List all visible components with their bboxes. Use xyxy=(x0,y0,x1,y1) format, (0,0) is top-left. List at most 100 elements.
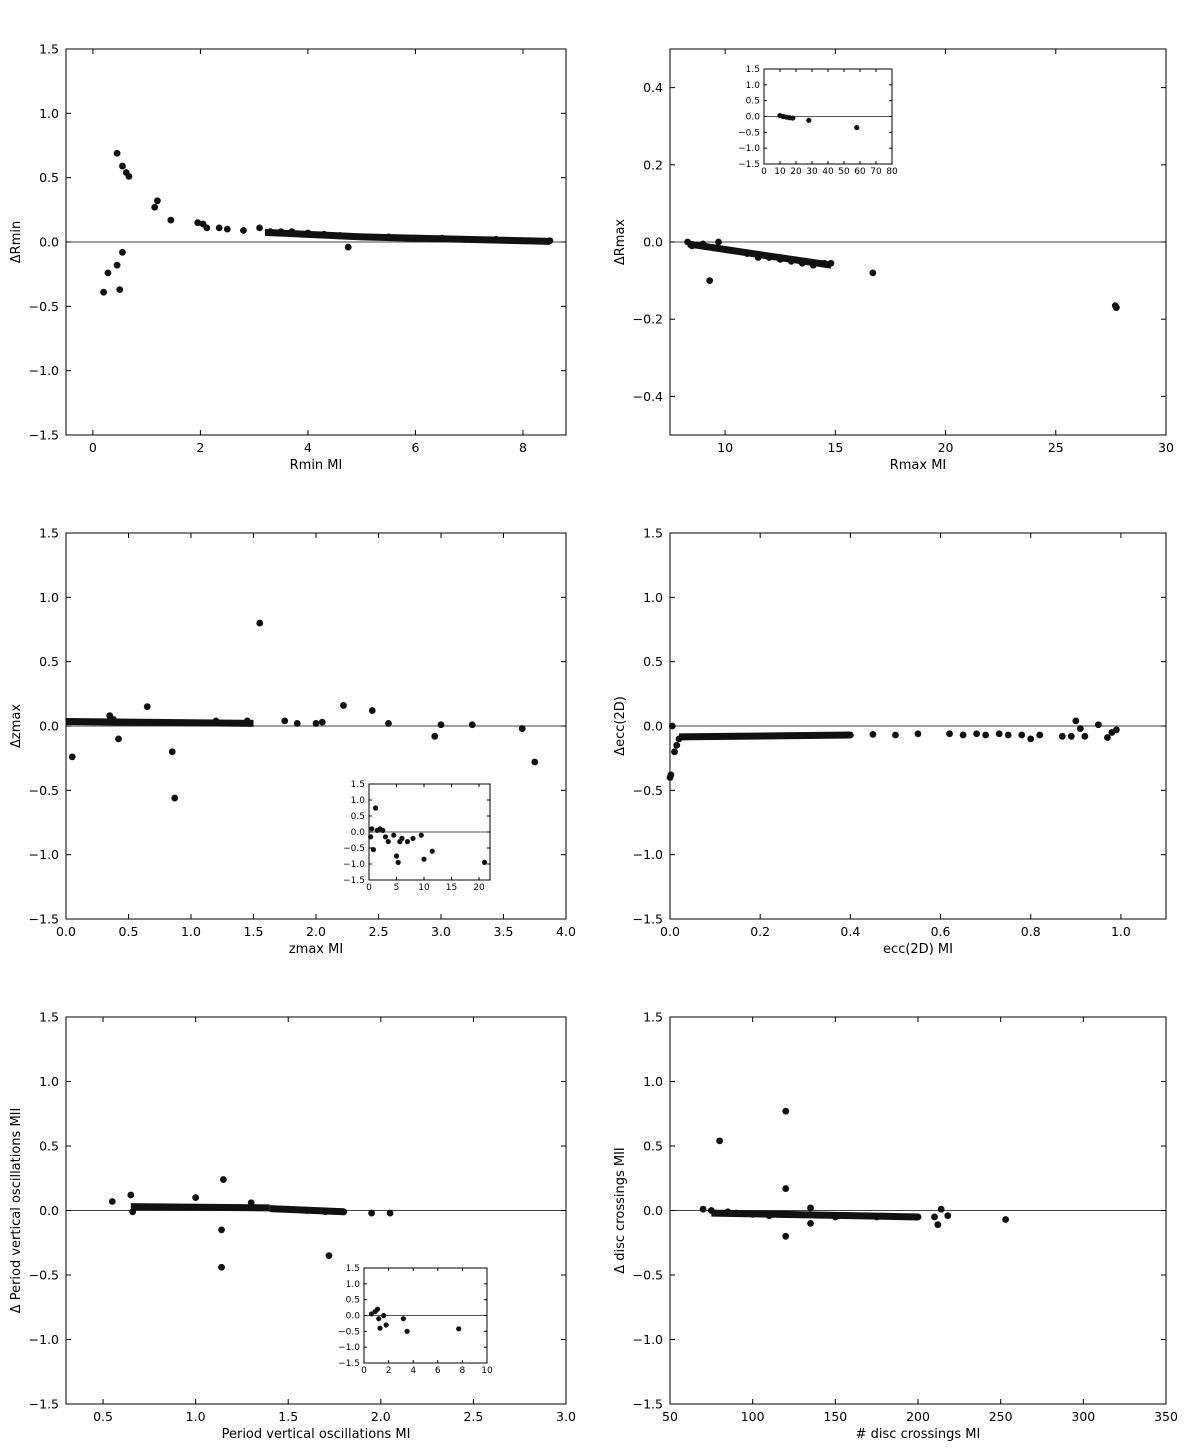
data-point xyxy=(724,1208,732,1216)
x-tick-label: 150 xyxy=(823,1409,847,1424)
y-tick-label: −1.5 xyxy=(343,876,365,886)
data-point xyxy=(790,115,796,121)
data-point xyxy=(113,261,121,269)
data-point xyxy=(288,228,296,236)
data-point xyxy=(546,237,554,245)
x-tick-label: 0.6 xyxy=(931,924,951,939)
data-point xyxy=(340,702,347,709)
data-point xyxy=(959,731,967,739)
data-point xyxy=(104,269,112,277)
y-axis-label: Δecc(2D) xyxy=(613,696,628,756)
y-tick-label: 1.5 xyxy=(746,65,760,75)
y-tick-label: −1.5 xyxy=(633,912,663,927)
data-point xyxy=(220,1176,227,1183)
data-point xyxy=(854,124,860,131)
data-point xyxy=(192,1194,200,1201)
data-point xyxy=(194,219,202,227)
y-tick-label: 1.0 xyxy=(746,81,761,91)
y-tick-label: 0.5 xyxy=(351,812,365,822)
y-tick-label: 0.5 xyxy=(39,170,59,185)
x-tick-label: 40 xyxy=(822,167,834,177)
data-point xyxy=(393,853,400,859)
data-point xyxy=(1072,717,1080,725)
data-point xyxy=(807,1204,814,1212)
dense-point-band xyxy=(711,1209,918,1221)
data-point xyxy=(385,720,392,727)
data-point xyxy=(391,832,397,838)
y-tick-label: 1.5 xyxy=(346,1264,360,1274)
x-tick-label: 10 xyxy=(774,167,786,177)
y-tick-label: −0.5 xyxy=(633,783,663,798)
data-point xyxy=(113,149,121,157)
data-point xyxy=(256,619,264,627)
data-point xyxy=(167,216,175,224)
x-tick-label: 2.5 xyxy=(369,924,389,939)
x-tick-label: 1.0 xyxy=(181,924,201,939)
x-tick-label: 4 xyxy=(304,440,312,455)
data-point xyxy=(869,269,877,277)
x-tick-label: 3.0 xyxy=(431,924,451,939)
data-point xyxy=(715,238,722,246)
data-point xyxy=(303,1207,311,1214)
data-point xyxy=(1058,732,1066,740)
data-point xyxy=(277,228,285,236)
data-point xyxy=(318,718,326,726)
data-point xyxy=(723,246,731,254)
x-tick-label: 0.5 xyxy=(93,1409,113,1424)
y-tick-label: 0.5 xyxy=(746,97,760,107)
x-tick-label: 0.0 xyxy=(660,924,680,939)
y-tick-label: −1.0 xyxy=(29,847,59,862)
data-point xyxy=(125,172,133,180)
data-point xyxy=(782,1107,790,1115)
data-point xyxy=(293,720,301,727)
data-point xyxy=(382,834,389,840)
y-tick-label: 0.5 xyxy=(346,1296,360,1306)
x-axis-label: # disc crossings MI xyxy=(856,1427,981,1442)
data-point xyxy=(782,1185,790,1192)
data-point xyxy=(1018,731,1026,739)
x-tick-label: 5 xyxy=(394,883,400,893)
data-point xyxy=(418,832,424,838)
y-tick-label: 0.0 xyxy=(39,719,59,734)
y-tick-label: 1.0 xyxy=(39,590,59,605)
data-point xyxy=(1036,731,1044,739)
x-tick-label: 1.5 xyxy=(278,1409,298,1424)
data-point xyxy=(438,234,446,242)
data-point xyxy=(385,839,391,845)
x-tick-label: 2.5 xyxy=(463,1409,483,1424)
x-tick-label: 20 xyxy=(790,167,802,177)
y-tick-label: −1.0 xyxy=(338,1343,360,1353)
x-tick-label: 0.8 xyxy=(1021,924,1041,939)
data-point xyxy=(281,717,289,725)
data-point xyxy=(946,730,953,738)
rmax-panel: 10 15 20 25 30 −0.4 −0.2 0.0 0.2 0.4 Rmax MI ΔRmax xyxy=(613,48,1174,473)
data-point xyxy=(336,232,344,239)
data-point xyxy=(914,730,922,738)
x-tick-label: 2 xyxy=(386,1366,392,1376)
y-axis-label: ΔRmin xyxy=(9,221,24,263)
y-tick-label: 1.5 xyxy=(643,1010,663,1025)
data-point xyxy=(212,717,220,725)
y-tick-label: 1.0 xyxy=(39,1074,59,1089)
y-tick-label: 0.5 xyxy=(39,1139,59,1154)
data-point xyxy=(129,1208,137,1216)
y-tick-label: −1.5 xyxy=(29,428,59,443)
data-point xyxy=(168,748,176,756)
y-tick-label: −0.5 xyxy=(633,1268,663,1283)
x-axis-label: Rmin MI xyxy=(290,458,343,473)
data-point xyxy=(732,1209,740,1217)
data-point xyxy=(312,720,320,727)
data-point xyxy=(321,1208,329,1216)
x-tick-label: 10 xyxy=(418,883,430,893)
data-point xyxy=(284,1205,292,1213)
x-tick-label: 6 xyxy=(411,440,419,455)
x-axis-label: ecc(2D) MI xyxy=(883,942,953,957)
data-point xyxy=(944,1212,952,1220)
y-tick-label: −1.5 xyxy=(29,912,59,927)
y-tick-label: 1.5 xyxy=(351,780,365,790)
data-point xyxy=(368,707,376,714)
data-point xyxy=(108,1198,116,1205)
x-tick-label: 0.4 xyxy=(840,924,860,939)
y-tick-label: 0.0 xyxy=(39,235,59,250)
data-point xyxy=(437,721,445,729)
